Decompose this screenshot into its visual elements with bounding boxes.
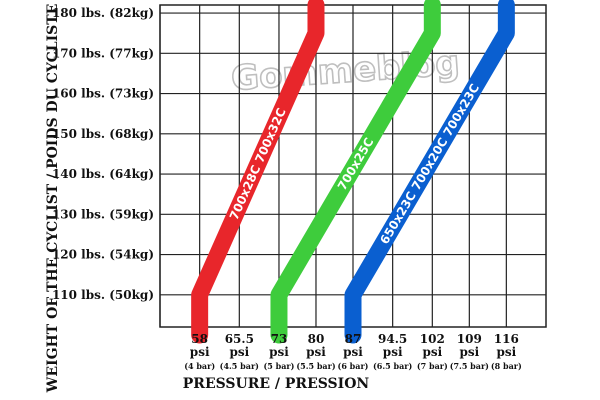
x-axis-title: PRESSURE / PRESSION [183,376,370,392]
x-tick-bar-value: (5 bar) [264,361,295,371]
y-tick-label: 130 lbs. (59kg) [52,207,154,221]
x-tick-psi-unit: psi [496,345,516,359]
x-tick-psi-unit: psi [229,345,249,359]
x-tick-psi-unit: psi [306,345,326,359]
x-tick-psi-unit: psi [459,345,479,359]
x-tick-psi-value: 94.5 [378,332,407,346]
series-label-2: 700x25C [335,135,377,193]
y-axis-title: WEIGHT OF THE CYCLIST / POIDS DU CYCLIST… [45,4,61,394]
x-tick-psi-unit: psi [190,345,210,359]
x-tick-psi-value: 87 [345,332,362,346]
x-tick-bar-value: (6.5 bar) [373,361,412,371]
y-tick-label: 110 lbs. (50kg) [52,288,154,302]
x-tick-bar-value: (7.5 bar) [450,361,489,371]
x-tick-bar-value: (8 bar) [491,361,522,371]
y-tick-label: 140 lbs. (64kg) [52,167,154,181]
series-band-2 [270,0,441,344]
x-tick-psi-value: 102 [420,332,445,346]
y-tick-label: 160 lbs. (73kg) [52,87,154,101]
y-tick-label: 150 lbs. (68kg) [52,127,154,141]
series-band-1 [191,0,325,344]
y-tick-label: 180 lbs. (82kg) [52,6,154,20]
x-tick-psi-unit: psi [422,345,442,359]
y-tick-labels: 110 lbs. (50kg) 120 lbs. (54kg) 130 lbs. (… [52,6,154,302]
x-tick-psi-unit: psi [383,345,403,359]
x-tick-bar-value: (4 bar) [184,361,215,371]
series-band-3 [344,0,515,344]
y-tick-label: 120 lbs. (54kg) [52,248,154,262]
x-tick-bar-value: (4.5 bar) [220,361,259,371]
x-tick-psi-value: 58 [191,332,208,346]
x-tick-bar-value: (7 bar) [417,361,448,371]
x-tick-psi-unit: psi [343,345,363,359]
x-tick-psi-value: 116 [494,332,519,346]
x-tick-bar-value: (5.5 bar) [296,361,335,371]
x-tick-psi-value: 80 [308,332,325,346]
x-tick-psi-value: 65.5 [225,332,254,346]
x-tick-psi-value: 73 [271,332,288,346]
y-tick-label: 170 lbs. (77kg) [52,46,154,60]
x-tick-psi-value: 109 [457,332,482,346]
x-tick-psi-unit: psi [269,345,289,359]
x-tick-bar-value: (6 bar) [338,361,369,371]
